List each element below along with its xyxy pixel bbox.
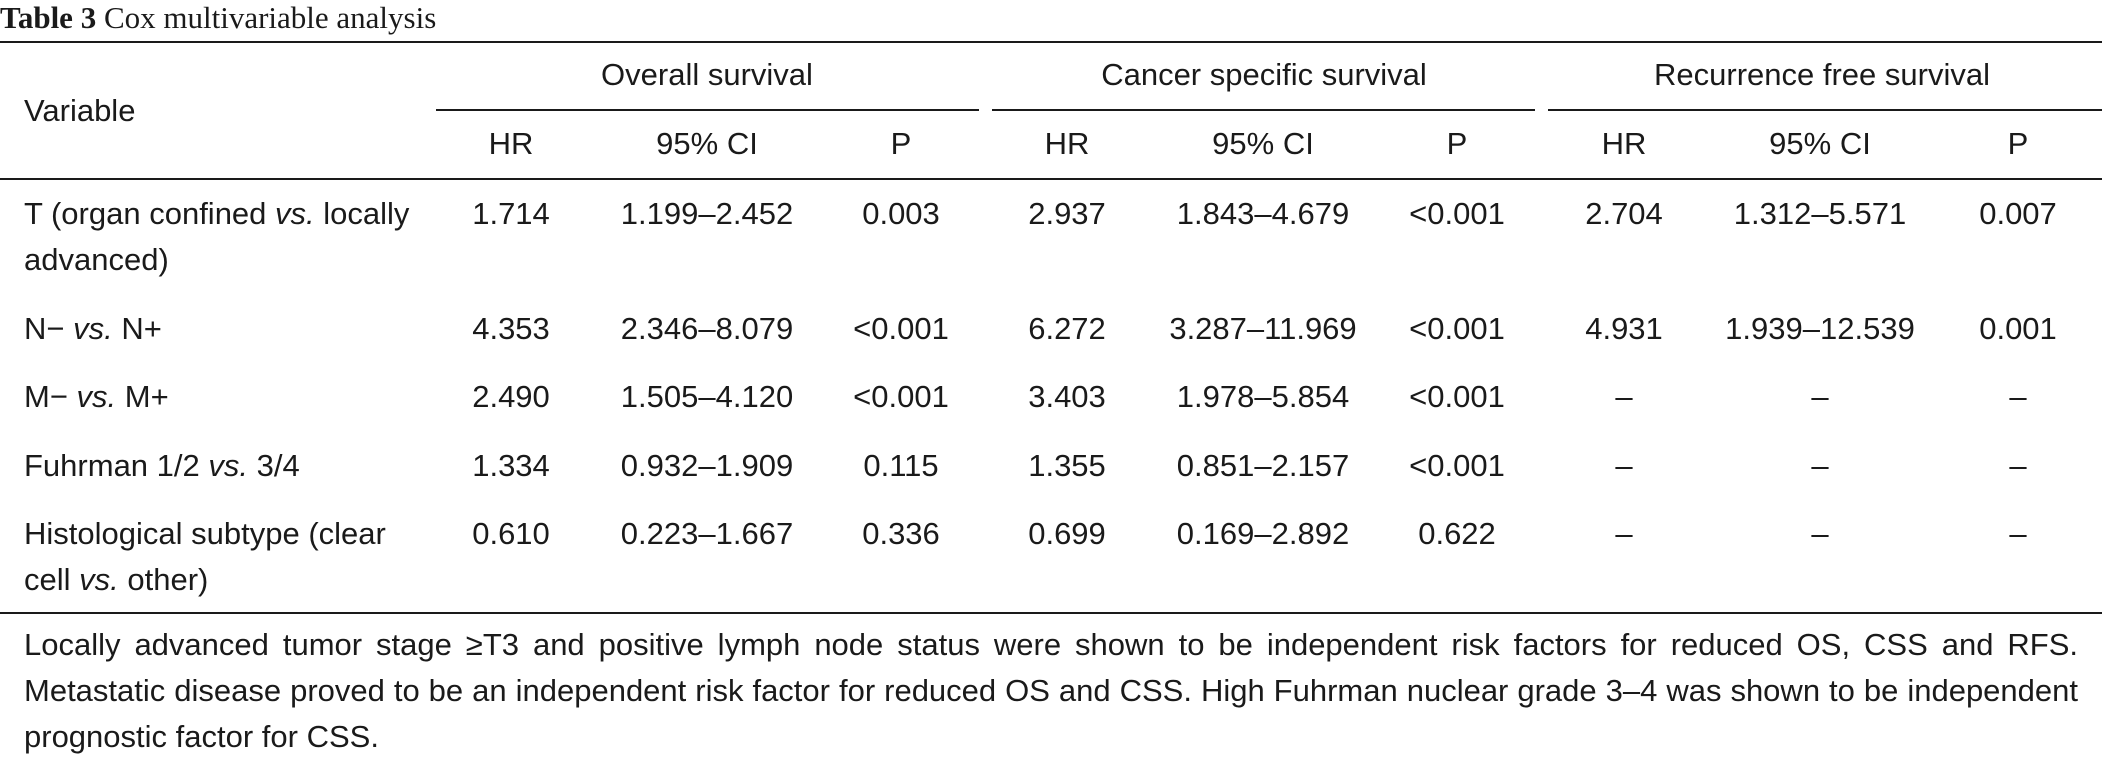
row-2-css-hr: 6.272 <box>1028 311 1106 346</box>
header-variable: Variable <box>24 93 136 128</box>
row-3-os-p: <0.001 <box>853 379 949 414</box>
table-caption: Table 3 Cox multivariable analysis <box>0 0 436 40</box>
row-3-rfs-hr: – <box>1615 379 1633 414</box>
row-2-os-hr: 4.353 <box>472 311 550 346</box>
row-2-os-ci: 2.346–8.079 <box>620 311 794 346</box>
row-4-os-hr: 1.334 <box>472 448 550 483</box>
subheader-css-p: P <box>1446 126 1468 161</box>
group-rule-overall-survival <box>436 109 979 111</box>
subheader-os-p: P <box>890 126 912 161</box>
table-top-rule <box>0 41 2102 43</box>
subheader-css-ci: 95% CI <box>1212 126 1314 161</box>
row-5-os-p: 0.336 <box>862 516 940 551</box>
row-2-os-p: <0.001 <box>853 311 949 346</box>
row-4-rfs-hr: – <box>1615 448 1633 483</box>
table-footnote: Locally advanced tumor stage ≥T3 and pos… <box>24 627 2078 754</box>
row-2-rfs-hr: 4.931 <box>1585 311 1663 346</box>
table-header-rule <box>0 178 2102 180</box>
subheader-os-ci: 95% CI <box>656 126 758 161</box>
row-4-rfs-p: – <box>2009 448 2027 483</box>
row-3-rfs-p: – <box>2009 379 2027 414</box>
row-5-os-ci: 0.223–1.667 <box>620 516 794 551</box>
subheader-os-hr: HR <box>488 126 534 161</box>
row-2-css-ci: 3.287–11.969 <box>1169 311 1357 346</box>
row-5-css-p: 0.622 <box>1418 516 1496 551</box>
row-4-css-ci: 0.851–2.157 <box>1176 448 1350 483</box>
row-5-variable: Histological subtype (clear cell vs. oth… <box>24 516 386 597</box>
row-2-rfs-ci: 1.939–12.539 <box>1725 311 1915 346</box>
header-group-overall-survival: Overall survival <box>601 57 813 92</box>
row-4-css-p: <0.001 <box>1409 448 1505 483</box>
row-3-rfs-ci: – <box>1811 379 1829 414</box>
subheader-rfs-hr: HR <box>1601 126 1647 161</box>
header-group-recurrence-free-survival: Recurrence free survival <box>1654 57 1990 92</box>
row-4-rfs-ci: – <box>1811 448 1829 483</box>
row-4-css-hr: 1.355 <box>1028 448 1106 483</box>
row-1-os-ci: 1.199–2.452 <box>620 196 794 231</box>
row-5-rfs-ci: – <box>1811 516 1829 551</box>
row-1-variable: T (organ confined vs. locally advanced) <box>24 196 410 277</box>
row-3-os-ci: 1.505–4.120 <box>620 379 794 414</box>
header-group-cancer-specific-survival: Cancer specific survival <box>1101 57 1427 92</box>
subheader-rfs-ci: 95% CI <box>1769 126 1871 161</box>
row-5-rfs-p: – <box>2009 516 2027 551</box>
row-5-os-hr: 0.610 <box>472 516 550 551</box>
table-caption-title: Cox multivariable analysis <box>103 0 437 35</box>
group-rule-recurrence-free-survival <box>1548 109 2102 111</box>
row-5-css-hr: 0.699 <box>1028 516 1106 551</box>
row-1-rfs-ci: 1.312–5.571 <box>1733 196 1907 231</box>
row-4-os-p: 0.115 <box>863 448 939 483</box>
subheader-rfs-p: P <box>2007 126 2029 161</box>
table-bottom-rule <box>0 612 2102 614</box>
row-3-css-p: <0.001 <box>1409 379 1505 414</box>
group-rule-cancer-specific-survival <box>992 109 1535 111</box>
row-1-css-p: <0.001 <box>1409 196 1505 231</box>
row-1-rfs-p: 0.007 <box>1979 196 2057 231</box>
table-caption-label: Table 3 <box>0 0 97 35</box>
row-2-css-p: <0.001 <box>1409 311 1505 346</box>
row-1-rfs-hr: 2.704 <box>1585 196 1663 231</box>
row-1-os-p: 0.003 <box>862 196 940 231</box>
row-3-os-hr: 2.490 <box>472 379 550 414</box>
row-5-css-ci: 0.169–2.892 <box>1176 516 1350 551</box>
row-3-css-hr: 3.403 <box>1028 379 1106 414</box>
row-3-css-ci: 1.978–5.854 <box>1176 379 1350 414</box>
row-1-os-hr: 1.714 <box>472 196 550 231</box>
row-2-variable: N− vs. N+ <box>24 311 162 346</box>
row-1-css-hr: 2.937 <box>1028 196 1106 231</box>
row-5-rfs-hr: – <box>1615 516 1633 551</box>
row-4-os-ci: 0.932–1.909 <box>620 448 794 483</box>
row-3-variable: M− vs. M+ <box>24 379 169 414</box>
subheader-css-hr: HR <box>1044 126 1090 161</box>
row-1-css-ci: 1.843–4.679 <box>1176 196 1350 231</box>
row-4-variable: Fuhrman 1/2 vs. 3/4 <box>24 448 300 483</box>
row-2-rfs-p: 0.001 <box>1979 311 2057 346</box>
